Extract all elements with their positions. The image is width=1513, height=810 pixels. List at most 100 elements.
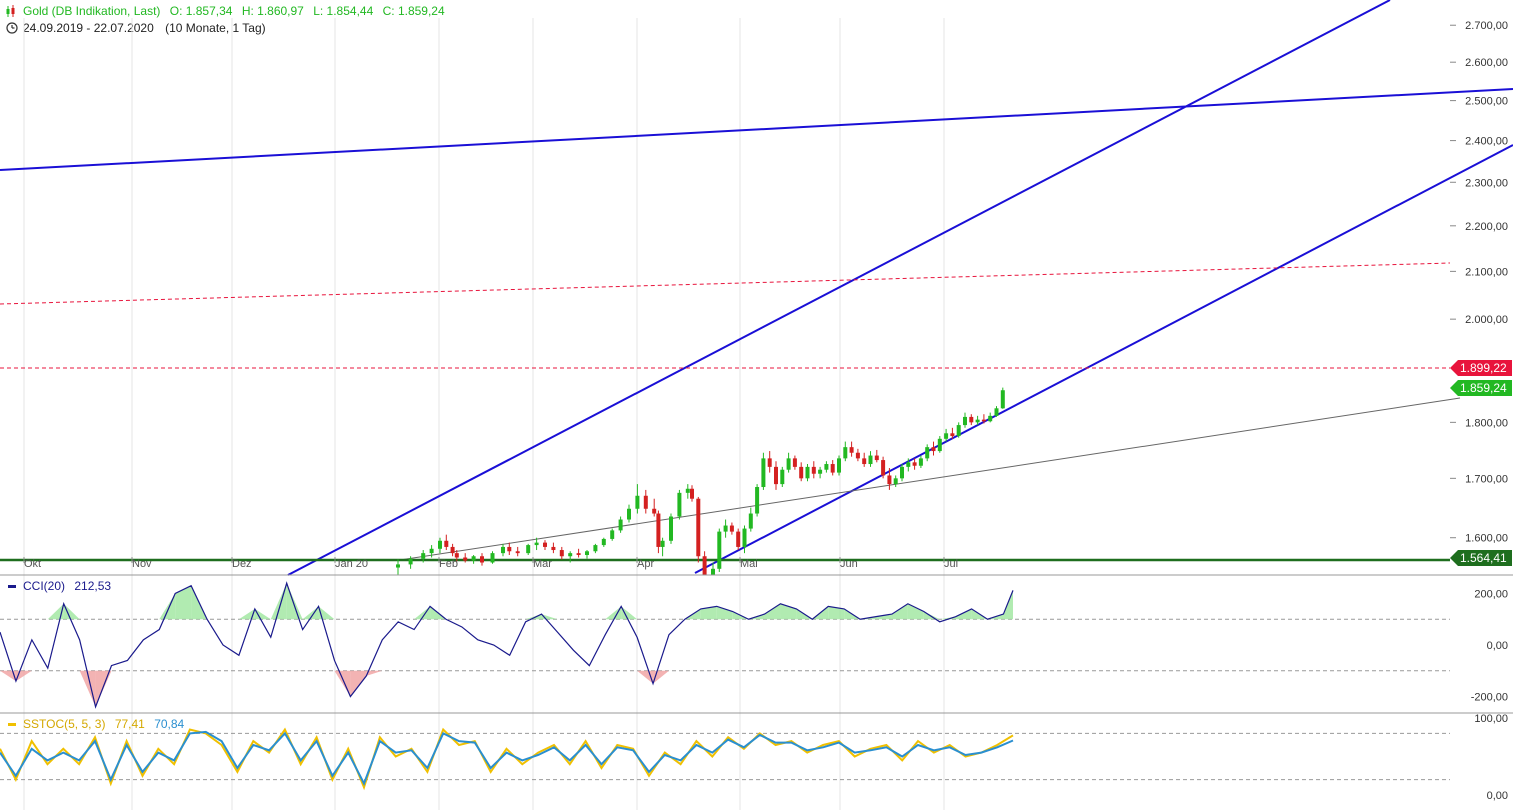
candle-body [643,495,648,509]
candle-body [618,519,623,531]
candle-body [669,516,673,541]
cci-tick-label: 0,00 [1487,640,1508,652]
candle-body [786,458,791,470]
candle-body [729,525,734,532]
cci-overbought-fill [716,606,733,620]
candle-body [887,475,892,485]
month-tick-label: Apr [637,558,654,570]
cci-overbought-fill [238,608,255,620]
candle-body [635,495,640,509]
long-term-trend-line[interactable] [0,88,1513,171]
high-value: H: 1.860,97 [242,4,304,18]
candle-body [421,553,426,559]
candle-body [994,408,999,416]
instrument-name: Gold (DB Indikation, Last) [23,4,160,18]
candle-body [944,433,949,439]
candle-body [900,466,904,479]
close-value: C: 1.859,24 [383,4,445,18]
month-tick-label: Mai [740,558,758,570]
cci-value: 212,53 [74,579,111,593]
cci-oversold-fill [366,670,383,676]
cci-oversold-fill [15,670,32,682]
chart-header: Gold (DB Indikation, Last) O: 1.857,34 H… [6,4,445,35]
cci-overbought-fill [907,603,924,620]
candle-body [593,545,598,552]
candle-body [526,545,531,554]
cci-legend-swatch [8,585,16,588]
cci-tick-label: 200,00 [1474,588,1508,600]
cci-oversold-fill [79,670,96,707]
candle-body [981,419,986,422]
candle-body [912,462,917,466]
price-axis: 1.600,00 1.700,00 1.800,00 2.000,00 2.100,00… [1450,20,1508,545]
cci-overbought-fill [605,606,622,620]
candle-body [534,542,539,546]
candle-body [507,546,512,552]
cci-oversold-fill [0,670,16,682]
candle-body [696,498,701,557]
upper-channel-line[interactable] [287,0,1391,576]
month-axis: Okt Nov Dez Jan 20 Feb Mar Apr Mai Jun Jul [23,557,958,570]
candle-body [862,458,867,465]
price-tick-label: 2.600,00 [1465,57,1508,69]
candle-body [937,438,942,452]
price-grid [23,18,945,810]
candle-body [471,556,476,561]
cci-overbought-fill [318,606,335,620]
cci-overbought-fill [923,611,940,620]
dashed-projection-line[interactable] [0,262,1451,305]
svg-text:Gold (DB Indikation, Last): Gold (DB Indikation, Last) O: 1.857,34 H… [23,4,445,18]
candle-body [736,531,741,547]
candle-body [438,540,442,549]
month-tick-label: Nov [132,558,152,570]
lower-channel-line[interactable] [694,144,1513,574]
candle-body [444,540,449,547]
candle-body [702,556,707,575]
price-tick-label: 1.700,00 [1465,473,1508,485]
stoch-header: SSTOC(5, 5, 3) 77,41 70,84 [8,717,185,731]
candle-body [849,447,854,453]
candle-body [717,531,722,569]
candle-body [652,508,657,514]
candle-body [656,513,661,547]
candle-body [818,469,823,474]
gray-trend-line[interactable] [399,397,1461,561]
candle-chart-icon [6,5,15,17]
candle-body [868,455,873,465]
candle-body [748,513,753,529]
candle-body [893,478,898,485]
month-tick-label: Jan 20 [335,558,368,570]
last-price-tag: 1.859,24 [1450,380,1512,396]
trend-lines[interactable] [0,0,1513,576]
cci-overbought-fill [175,585,192,620]
candle-body [881,460,886,476]
candle-body [950,433,955,437]
candle-body [969,416,974,423]
candle-body [660,540,665,547]
month-tick-label: Jun [840,558,858,570]
cci-overbought-fill [270,583,287,620]
candle-body [429,548,434,554]
candle-body [463,557,468,561]
price-tick-label: 2.700,00 [1465,20,1508,32]
cci-overbought-fill [525,614,542,620]
candle-body [601,538,606,546]
resistance-price-label: 1.899,22 [1460,361,1507,375]
candle-body [559,550,564,557]
candle-body [576,553,581,556]
cci-label: CCI(20) [23,579,65,593]
price-tick-label: 2.400,00 [1465,136,1508,148]
support-price-tag: 1.564,41 [1450,550,1512,566]
candle-body [931,447,936,452]
month-tick-label: Okt [24,558,41,570]
candle-body [543,542,547,547]
cci-oversold-fill [350,670,367,697]
stoch-k-value: 77,41 [115,717,145,731]
cci-oversold-fill [334,670,351,697]
cci-overbought-fill [764,603,781,620]
candle-body [761,458,766,488]
candle-body [780,469,785,485]
cci-header: CCI(20) 212,53 [8,579,111,593]
stoch-k-line [0,727,1014,791]
